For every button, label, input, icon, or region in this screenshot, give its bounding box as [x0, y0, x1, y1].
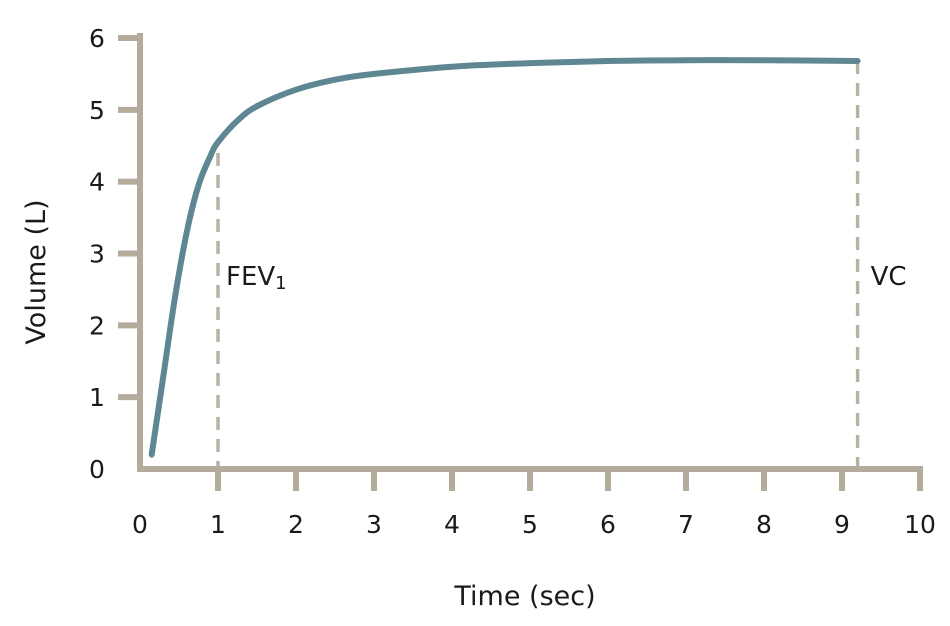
fev1-label: FEV1	[226, 262, 287, 294]
x-tick-label: 10	[904, 510, 936, 539]
series-layer	[148, 57, 861, 458]
x-tick-label: 7	[678, 510, 694, 539]
volume-curve-line	[148, 57, 861, 458]
y-tick-label: 6	[89, 24, 105, 53]
fev1-label-subscript: 1	[275, 273, 286, 294]
x-tick-label: 6	[600, 510, 616, 539]
annotation-guides	[216, 60, 860, 466]
x-tick-label: 0	[132, 510, 148, 539]
axes	[118, 33, 923, 491]
x-tick-label: 2	[288, 510, 304, 539]
tick-labels: 0 1 2 3 4 5 6 0 1 2 3 4 5 6 7 8 9 10	[89, 24, 936, 539]
annotations: FEV1 VC	[226, 262, 907, 294]
x-tick-label: 9	[834, 510, 850, 539]
y-tick-label: 3	[89, 240, 105, 269]
x-tick-label: 8	[756, 510, 772, 539]
x-tick-label: 3	[366, 510, 382, 539]
y-tick-label: 0	[89, 455, 105, 484]
y-tick-label: 2	[89, 311, 105, 340]
vc-label: VC	[871, 262, 907, 292]
y-tick-label: 4	[89, 168, 105, 197]
x-tick-label: 1	[210, 510, 226, 539]
x-tick-label: 5	[522, 510, 538, 539]
fev1-label-main: FEV	[226, 262, 275, 292]
y-axis-title: Volume (L)	[21, 199, 52, 344]
x-tick-label: 4	[444, 510, 460, 539]
y-tick-label: 5	[89, 96, 105, 125]
x-axis-title: Time (sec)	[453, 581, 595, 612]
y-tick-label: 1	[89, 383, 105, 412]
